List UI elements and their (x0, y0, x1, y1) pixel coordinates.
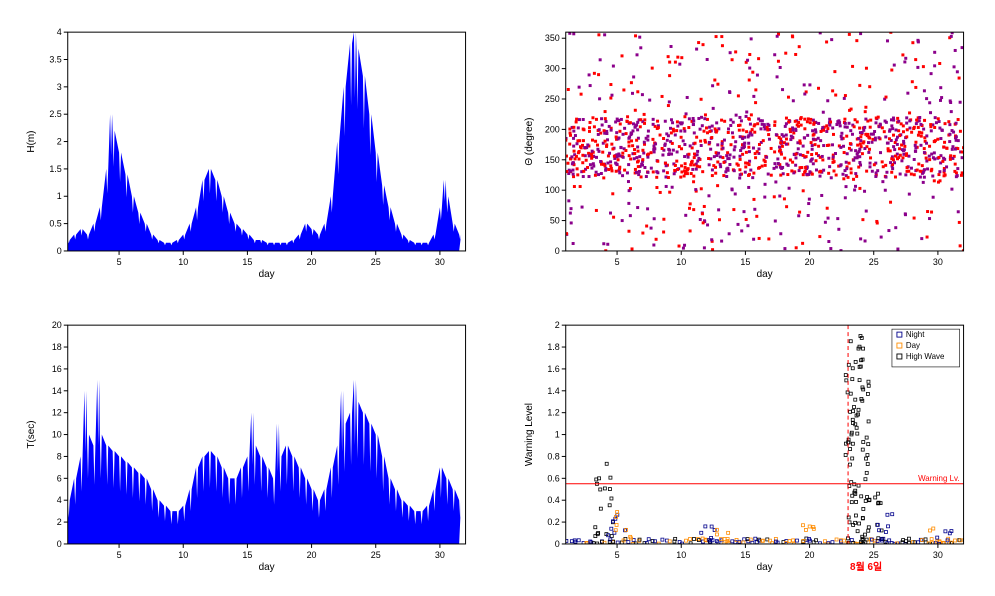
svg-text:20: 20 (804, 550, 814, 560)
svg-text:8: 8 (57, 451, 62, 461)
svg-text:100: 100 (544, 185, 559, 195)
svg-text:200: 200 (544, 124, 559, 134)
svg-text:1.2: 1.2 (547, 408, 559, 418)
svg-text:0.6: 0.6 (547, 473, 559, 483)
svg-text:0.5: 0.5 (49, 219, 61, 229)
svg-text:5: 5 (614, 257, 619, 267)
svg-text:12: 12 (52, 408, 62, 418)
svg-text:Night: Night (905, 330, 924, 339)
svg-text:day: day (259, 269, 275, 280)
svg-text:15: 15 (242, 257, 252, 267)
svg-text:15: 15 (740, 257, 750, 267)
svg-text:15: 15 (740, 550, 750, 560)
svg-text:150: 150 (544, 155, 559, 165)
svg-text:20: 20 (804, 257, 814, 267)
svg-text:10: 10 (676, 550, 686, 560)
chart-grid: 5101520253000.511.522.533.54dayH(m) 5101… (20, 20, 975, 576)
svg-text:5: 5 (614, 550, 619, 560)
svg-text:4: 4 (57, 495, 62, 505)
svg-text:0: 0 (554, 539, 559, 549)
svg-text:8월 6일: 8월 6일 (850, 560, 882, 573)
svg-text:3: 3 (57, 82, 62, 92)
svg-text:Day: Day (905, 341, 919, 350)
panel-top-right: 51015202530050100150200250300350dayΘ (de… (518, 20, 976, 283)
svg-text:350: 350 (544, 33, 559, 43)
svg-text:6: 6 (57, 473, 62, 483)
svg-text:15: 15 (242, 550, 252, 560)
svg-text:2.5: 2.5 (49, 109, 61, 119)
svg-text:30: 30 (435, 550, 445, 560)
svg-text:30: 30 (435, 257, 445, 267)
panel-top-left: 5 10 15 20 25 30 0 0.5 1 1.5 2 2.5 3 3.5 4 day H(m) (20, 20, 478, 283)
svg-text:25: 25 (371, 257, 381, 267)
svg-text:20: 20 (52, 320, 62, 330)
svg-text:50: 50 (549, 216, 559, 226)
svg-text:2: 2 (554, 320, 559, 330)
svg-text:High Wave: High Wave (905, 352, 944, 361)
svg-text:25: 25 (868, 257, 878, 267)
svg-text:0: 0 (57, 246, 62, 256)
svg-text:1.5: 1.5 (49, 164, 61, 174)
svg-text:16: 16 (52, 364, 62, 374)
svg-text:20: 20 (307, 257, 317, 267)
svg-text:0: 0 (554, 246, 559, 256)
svg-text:3.5: 3.5 (49, 54, 61, 64)
svg-text:day: day (259, 562, 275, 573)
svg-text:20: 20 (307, 550, 317, 560)
svg-text:T(sec): T(sec) (26, 420, 37, 448)
svg-text:5: 5 (117, 550, 122, 560)
svg-text:25: 25 (371, 550, 381, 560)
svg-text:300: 300 (544, 64, 559, 74)
warning-level-chart: Warning Lv. 8월 6일 5 10 15 20 25 30 0 0.2 0.4 0.6 0.8… (518, 313, 976, 576)
period-chart: 5 10 15 20 25 30 0 2 4 6 8 10 12 14 16 18 20 day T(sec) (20, 313, 478, 576)
svg-text:H(m): H(m) (26, 131, 37, 153)
svg-text:day: day (756, 562, 772, 573)
svg-text:2: 2 (57, 137, 62, 147)
svg-text:30: 30 (932, 550, 942, 560)
svg-text:0.4: 0.4 (547, 495, 559, 505)
svg-text:10: 10 (676, 257, 686, 267)
panel-bottom-left: 5 10 15 20 25 30 0 2 4 6 8 10 12 14 16 18 20 day T(sec) (20, 313, 478, 576)
svg-text:14: 14 (52, 386, 62, 396)
svg-text:30: 30 (932, 257, 942, 267)
svg-text:Warning Lv.: Warning Lv. (918, 474, 959, 483)
svg-text:1: 1 (57, 191, 62, 201)
svg-text:Warning Level: Warning Level (523, 403, 534, 466)
svg-text:25: 25 (868, 550, 878, 560)
svg-text:18: 18 (52, 342, 62, 352)
svg-text:day: day (756, 269, 772, 280)
svg-text:1.4: 1.4 (547, 386, 559, 396)
wave-height-chart: 5 10 15 20 25 30 0 0.5 1 1.5 2 2.5 3 3.5 4 day H(m) (20, 20, 478, 283)
svg-text:5: 5 (117, 257, 122, 267)
svg-text:10: 10 (52, 430, 62, 440)
svg-text:1.6: 1.6 (547, 364, 559, 374)
panel-bottom-right: Warning Lv. 8월 6일 5 10 15 20 25 30 0 0.2 0.4 0.6 0.8… (518, 313, 976, 576)
svg-text:10: 10 (178, 257, 188, 267)
direction-scatter-chart: 51015202530050100150200250300350dayΘ (de… (518, 20, 976, 283)
svg-text:0.8: 0.8 (547, 451, 559, 461)
svg-text:1.8: 1.8 (547, 342, 559, 352)
svg-text:Θ (degree): Θ (degree) (523, 118, 534, 166)
svg-text:2: 2 (57, 517, 62, 527)
svg-text:10: 10 (178, 550, 188, 560)
svg-text:0: 0 (57, 539, 62, 549)
svg-text:4: 4 (57, 27, 62, 37)
svg-text:0.2: 0.2 (547, 517, 559, 527)
svg-text:250: 250 (544, 94, 559, 104)
svg-text:1: 1 (554, 430, 559, 440)
